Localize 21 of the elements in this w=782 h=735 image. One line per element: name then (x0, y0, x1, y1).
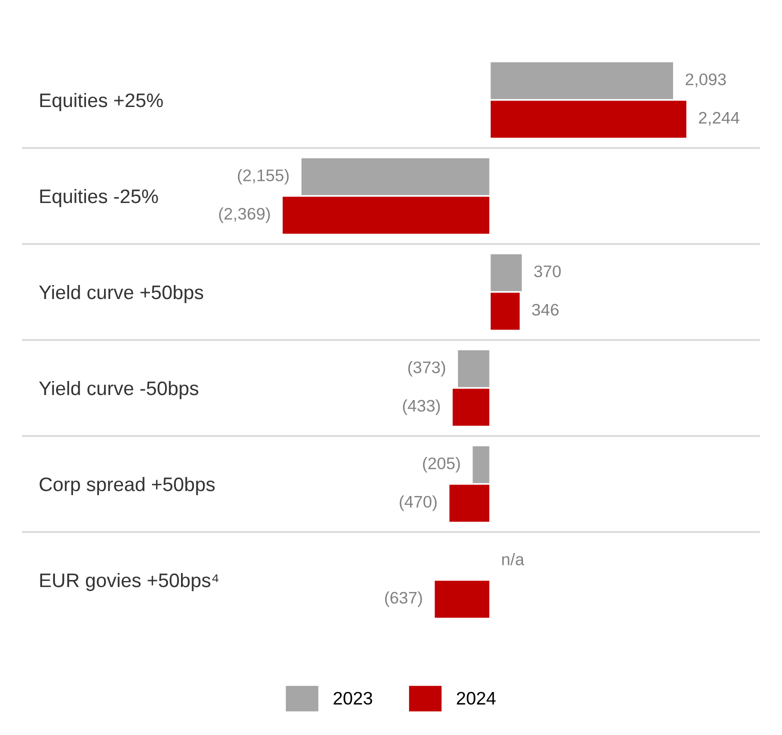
data-label: (433) (403, 399, 440, 415)
data-label: (470) (400, 495, 437, 511)
data-label: (373) (408, 361, 446, 377)
y-tick-label: EUR govies +50bps⁴ (40, 572, 218, 592)
legend-label: 2024 (456, 692, 496, 705)
data-label: (205) (423, 457, 460, 473)
bar (433, 579, 491, 620)
y-tick-label: Yield curve +50bps (39, 284, 204, 304)
data-label: (637) (385, 591, 422, 607)
y-tick-label: Equities +25% (40, 92, 163, 112)
data-label: (2,155) (238, 169, 289, 185)
y-tick-label: Corp spread +50bps (40, 476, 215, 496)
data-label: (2,369) (219, 207, 270, 223)
y-tick-label: Yield curve -50bps (39, 380, 198, 400)
data-label: 2,093 (686, 73, 726, 88)
legend-label: 2023 (334, 692, 372, 705)
data-label: 2,244 (698, 112, 740, 126)
text: n/a (502, 553, 524, 566)
data-label: 370 (534, 265, 561, 278)
y-tick-label: Equities -25% (40, 188, 158, 208)
data-label: 346 (532, 304, 559, 316)
